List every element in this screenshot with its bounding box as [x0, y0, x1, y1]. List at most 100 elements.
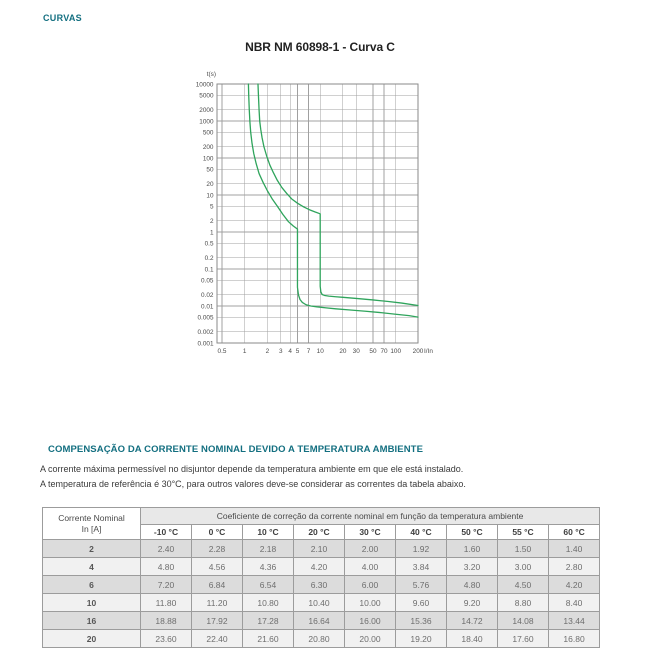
coefficient-cell: 2.80: [547, 557, 601, 576]
x-tick-label: 200: [413, 348, 424, 355]
curva-limite-inferior: [247, 83, 419, 318]
coefficient-span-header: Coeficiente de correção da corrente nomi…: [139, 507, 601, 525]
table-row: 10 11.80 11.20 10.80 10.40 10.00 9.60 9.20 8.80 8…: [42, 593, 601, 612]
coefficient-cell: 20.00: [344, 629, 396, 648]
coefficient-cell: 2.00: [344, 539, 396, 558]
x-tick-label: 10: [317, 348, 325, 355]
x-tick-label: 5: [296, 348, 300, 355]
nominal-current-header-line1: Corrente Nominal: [58, 512, 125, 523]
coefficient-cell: 5.76: [395, 575, 447, 594]
y-tick-label: 200: [203, 144, 214, 151]
coefficient-cell: 13.44: [547, 611, 601, 630]
x-tick-label: 50: [369, 348, 377, 355]
coefficient-cell: 19.20: [395, 629, 447, 648]
coefficient-cell: 4.20: [293, 557, 345, 576]
coefficient-cell: 4.80: [446, 575, 498, 594]
temperature-header-cell: 0 °C: [191, 524, 243, 540]
compensation-text: A corrente máxima permessível no disjunt…: [40, 462, 620, 492]
coefficient-cell: 16.80: [547, 629, 601, 648]
coefficient-cell: 17.28: [242, 611, 294, 630]
y-tick-label: 1000: [199, 118, 214, 125]
coefficient-cell: 20.80: [293, 629, 345, 648]
x-tick-label: 70: [380, 348, 388, 355]
table-row: 4 4.80 4.56 4.36 4.20 4.00 3.84 3.20 3.00 2.80: [42, 557, 601, 576]
coefficient-cell: 21.60: [242, 629, 294, 648]
trip-curve-chart: 0.5 1 2 3 4 5 7 10 20 30 50 70 100 200 10000 5000 2000 10…: [188, 66, 448, 366]
coefficient-cell: 14.72: [446, 611, 498, 630]
coefficient-cell: 8.40: [547, 593, 601, 612]
x-axis-label: I/In: [424, 348, 433, 355]
plot-border: [216, 83, 419, 344]
coefficient-table-body: 2 2.40 2.28 2.18 2.10 2.00 1.92 1.60 1.50 1.40 4 4.…: [42, 539, 601, 648]
y-tick-label: 20: [206, 181, 214, 188]
nominal-current-cell: 20: [42, 629, 141, 648]
x-tick-label: 2: [266, 348, 270, 355]
temperature-header-cell: 10 °C: [242, 524, 294, 540]
temperature-header-cell: -10 °C: [140, 524, 192, 540]
nominal-current-cell: 6: [42, 575, 141, 594]
temperature-header-cell: 30 °C: [344, 524, 396, 540]
y-tick-label: 0.2: [205, 255, 214, 262]
coefficient-cell: 1.40: [547, 539, 601, 558]
x-tick-label: 30: [353, 348, 361, 355]
nominal-current-cell: 4: [42, 557, 141, 576]
coefficient-cell: 6.30: [293, 575, 345, 594]
temperature-header-cell: 50 °C: [446, 524, 498, 540]
coefficient-cell: 4.56: [191, 557, 243, 576]
y-tick-label: 5000: [199, 92, 214, 99]
y-tick-label: 0.02: [201, 292, 214, 299]
coefficient-table: Corrente Nominal In [A] Coeficiente de c…: [42, 507, 601, 648]
coefficient-cell: 4.00: [344, 557, 396, 576]
x-tick-label: 7: [307, 348, 311, 355]
coefficient-cell: 16.64: [293, 611, 345, 630]
coefficient-cell: 17.60: [497, 629, 549, 648]
x-tick-label: 100: [390, 348, 401, 355]
temperature-header-cell: 40 °C: [395, 524, 447, 540]
nominal-current-cell: 2: [42, 539, 141, 558]
y-tick-label: 1: [210, 229, 214, 236]
coefficient-cell: 3.00: [497, 557, 549, 576]
coefficient-cell: 15.36: [395, 611, 447, 630]
table-row: 6 7.20 6.84 6.54 6.30 6.00 5.76 4.80 4.50 4.20: [42, 575, 601, 594]
coefficient-cell: 18.88: [140, 611, 192, 630]
table-row: 20 23.60 22.40 21.60 20.80 20.00 19.20 18.40 17.…: [42, 629, 601, 648]
y-tick-label: 0.05: [201, 277, 214, 284]
y-tick-label: 0.002: [198, 329, 214, 336]
y-tick-label: 0.5: [205, 240, 214, 247]
curva-limite-superior: [257, 83, 419, 307]
nominal-current-cell: 16: [42, 611, 141, 630]
y-tick-label: 0.005: [198, 314, 214, 321]
nominal-current-header: Corrente Nominal In [A]: [42, 507, 141, 540]
coefficient-cell: 8.80: [497, 593, 549, 612]
trip-curve-svg: 0.5 1 2 3 4 5 7 10 20 30 50 70 100 200100005000200010…: [196, 71, 434, 355]
x-tick-label: 4: [288, 348, 292, 355]
coefficient-cell: 14.08: [497, 611, 549, 630]
chart-title: NBR NM 60898-1 - Curva C: [245, 40, 395, 54]
temperature-header-cell: 20 °C: [293, 524, 345, 540]
coefficient-cell: 11.80: [140, 593, 192, 612]
coefficient-cell: 7.20: [140, 575, 192, 594]
coefficient-cell: 17.92: [191, 611, 243, 630]
table-header-row-1: Corrente Nominal In [A] Coeficiente de c…: [42, 507, 601, 540]
y-axis-label: t(s): [207, 71, 216, 78]
y-tick-label: 10000: [196, 81, 214, 88]
temp-header-row: -10 °C 0 °C 10 °C 20 °C 30 °C 40 °C 50 °C 55 °C…: [43, 524, 601, 540]
coefficient-cell: 3.20: [446, 557, 498, 576]
coefficient-cell: 2.18: [242, 539, 294, 558]
compensation-line-1: A corrente máxima permessível no disjunt…: [40, 464, 464, 474]
coefficient-cell: 1.92: [395, 539, 447, 558]
table-row: 2 2.40 2.28 2.18 2.10 2.00 1.92 1.60 1.50 1.40: [42, 539, 601, 558]
coefficient-cell: 1.50: [497, 539, 549, 558]
coefficient-cell: 3.84: [395, 557, 447, 576]
nominal-current-header-line2: In [A]: [81, 523, 102, 534]
coefficient-cell: 4.50: [497, 575, 549, 594]
x-tick-label: 3: [279, 348, 283, 355]
y-tick-label: 0.01: [201, 303, 214, 310]
y-tick-label: 500: [203, 129, 214, 136]
coefficient-cell: 4.36: [242, 557, 294, 576]
coefficient-cell: 10.00: [344, 593, 396, 612]
y-tick-label: 0.1: [205, 266, 214, 273]
coefficient-cell: 9.60: [395, 593, 447, 612]
coefficient-cell: 6.54: [242, 575, 294, 594]
